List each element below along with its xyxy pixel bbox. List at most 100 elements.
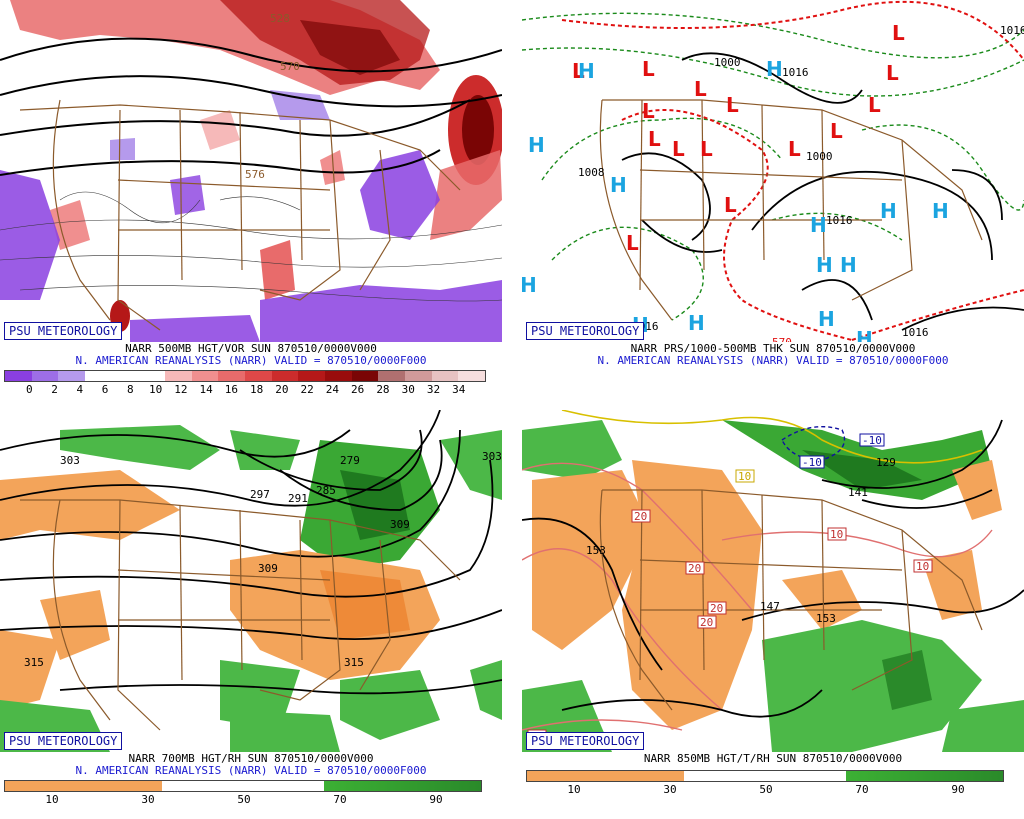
colorbar-tick-label: 70 xyxy=(333,793,347,806)
colorbar-tick-label: 50 xyxy=(759,783,773,796)
map-valid-time: N. AMERICAN REANALYSIS (NARR) VALID = 87… xyxy=(75,354,427,367)
low-symbol: L xyxy=(642,57,655,81)
high-symbol: H xyxy=(840,253,857,277)
colorbar-tick-label: 30 xyxy=(141,793,155,806)
contour-label: 576 xyxy=(245,168,265,181)
temperature-label: -10 xyxy=(802,456,822,469)
colorbar-tick-label: 24 xyxy=(325,383,340,396)
low-symbol: L xyxy=(642,99,655,123)
psu-logo: PSU METEOROLOGY xyxy=(4,732,123,750)
contour-label: 147 xyxy=(760,600,780,613)
high-symbol: H xyxy=(578,59,595,83)
low-symbol: L xyxy=(724,193,737,217)
psu-logo: PSU METEOROLOGY xyxy=(526,322,645,340)
rh-colorbar-ticks: 10 30 50 70 90 xyxy=(4,793,484,807)
low-symbol: L xyxy=(868,93,881,117)
contour-label: 1000 xyxy=(714,56,741,69)
colorbar-swatch xyxy=(5,371,32,381)
colorbar-tick-label: 70 xyxy=(855,783,869,796)
high-symbol: H xyxy=(610,173,627,197)
colorbar-tick-label: 10 xyxy=(148,383,163,396)
high-symbol: H xyxy=(818,307,835,331)
contour-label: 528 xyxy=(270,12,290,25)
colorbar-tick-label: 30 xyxy=(401,383,415,396)
high-symbol: H xyxy=(856,327,873,342)
low-symbol: L xyxy=(700,137,713,161)
panel-700mb-rh: 303 297 291 285 279 309 309 315 315 303 … xyxy=(0,410,502,819)
colorbar-tick-label: 8 xyxy=(127,383,134,396)
contour-label: 285 xyxy=(316,484,336,497)
high-symbol: H xyxy=(816,253,833,277)
map-title: NARR 700MB HGT/RH SUN 870510/0000V000 xyxy=(128,752,374,765)
temperature-label: 10 xyxy=(916,560,929,573)
contour-label: 303 xyxy=(482,450,502,463)
low-symbol: L xyxy=(892,21,905,45)
colorbar-swatch xyxy=(85,371,112,381)
low-symbol: L xyxy=(886,61,899,85)
colorbar-tick-label: 20 xyxy=(275,383,289,396)
colorbar-swatch xyxy=(298,371,326,381)
contour-label: 1016 xyxy=(1000,24,1024,37)
colorbar-tick-label: 32 xyxy=(426,383,441,396)
temperature-label: 20 xyxy=(710,602,723,615)
colorbar-tick-label: 50 xyxy=(237,793,251,806)
contour-label: 129 xyxy=(876,456,896,469)
colorbar-tick-label: 0 xyxy=(25,383,33,396)
contour-label: 141 xyxy=(848,486,868,499)
colorbar-swatch xyxy=(431,371,459,381)
colorbar-tick-label: 90 xyxy=(429,793,443,806)
high-symbol: H xyxy=(522,273,537,297)
colorbar-tick-label: 6 xyxy=(101,383,109,396)
colorbar-swatch xyxy=(111,371,139,381)
contour-label: 303 xyxy=(60,454,80,467)
contour-label: 291 xyxy=(288,492,308,505)
colorbar-swatch xyxy=(58,371,86,381)
colorbar-swatch xyxy=(378,371,406,381)
high-symbol: H xyxy=(810,213,827,237)
temperature-label: -10 xyxy=(862,434,882,447)
contour-label: 1000 xyxy=(806,150,833,163)
temperature-label: 20 xyxy=(700,616,713,629)
rh-colorbar xyxy=(4,780,482,792)
colorbar-tick-label: 30 xyxy=(663,783,677,796)
contour-label: 570 xyxy=(772,336,792,342)
contour-label: 1008 xyxy=(578,166,605,179)
map-title: NARR 850MB HGT/T/RH SUN 870510/0000V000 xyxy=(643,752,903,765)
map-500mb-vorticity: 528 570 576 xyxy=(0,0,502,342)
low-symbol: L xyxy=(788,137,801,161)
contour-label: 1016 xyxy=(826,214,853,227)
colorbar-tick-label: 4 xyxy=(76,383,84,396)
high-symbol: H xyxy=(688,311,705,335)
map-850mb-temp-rh: 153 147 153 129 141 20 20 20 20 10 10 xyxy=(522,410,1024,752)
colorbar-tick-label: 22 xyxy=(300,383,314,396)
colorbar-tick-label: 14 xyxy=(199,383,213,396)
panel-850mb-temp-rh: 153 147 153 129 141 20 20 20 20 10 10 xyxy=(522,410,1024,819)
contour-label: 315 xyxy=(344,656,364,669)
colorbar-tick-label: 26 xyxy=(351,383,365,396)
map-valid-time: N. AMERICAN REANALYSIS (NARR) VALID = 87… xyxy=(75,764,427,777)
contour-label: 297 xyxy=(250,488,270,501)
map-title: NARR PRS/1000-500MB THK SUN 870510/0000V… xyxy=(630,342,916,355)
temperature-label: 20 xyxy=(688,562,701,575)
colorbar-swatch xyxy=(351,371,379,381)
low-symbol: L xyxy=(726,93,739,117)
colorbar-tick-label: 10 xyxy=(567,783,581,796)
low-symbol: L xyxy=(648,127,661,151)
contour-label: 309 xyxy=(390,518,410,531)
colorbar-swatch xyxy=(31,371,59,381)
temperature-label: 20 xyxy=(634,510,647,523)
high-symbol: H xyxy=(528,133,545,157)
contour-label: 570 xyxy=(280,60,300,73)
colorbar-tick-label: 90 xyxy=(951,783,965,796)
rh-colorbar xyxy=(526,770,1004,782)
contour-label: 153 xyxy=(586,544,606,557)
colorbar-swatch xyxy=(138,371,166,381)
contour-label: 1016 xyxy=(902,326,929,339)
contour-label: 1016 xyxy=(782,66,809,79)
low-symbol: L xyxy=(830,119,843,143)
colorbar-swatch xyxy=(165,371,192,381)
high-symbol: H xyxy=(880,199,897,223)
contour-label: 309 xyxy=(258,562,278,575)
low-symbol: L xyxy=(672,137,685,161)
contour-label: 315 xyxy=(24,656,44,669)
